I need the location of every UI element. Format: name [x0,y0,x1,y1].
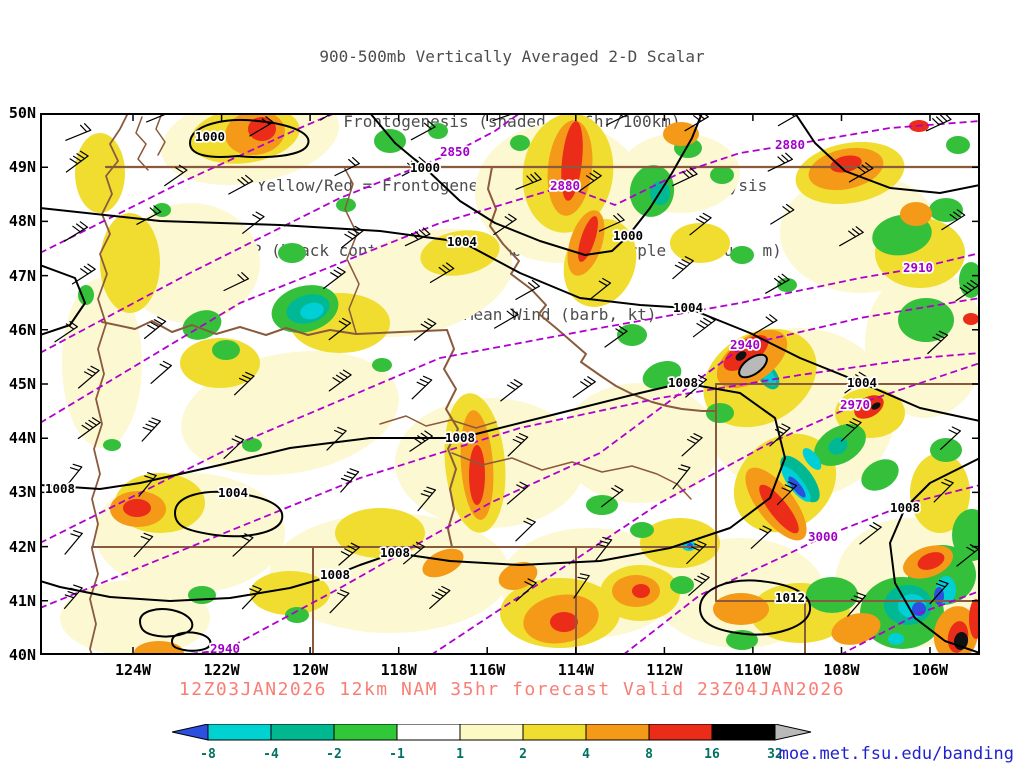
contour-label-layer: 1000 1000 1004 1000 1004 1008 1004 1008 … [43,127,935,655]
mslp-label: 1008 [668,375,698,390]
colorbar-cell [459,723,524,741]
mslp-label: 1008 [890,500,920,515]
lat-label: 50N [8,104,36,122]
lon-label: 116W [469,661,506,679]
colorbar-cell [333,723,398,741]
colorbar-cell [711,723,776,741]
lon-label: 120W [292,661,329,679]
mslp-label: 1008 [320,567,350,582]
colorbar-cell [585,723,650,741]
height-label: 3000 [808,529,838,544]
height-label: 2940 [730,337,760,352]
frontogenesis-shading [60,113,980,655]
height-label: 2850 [440,144,470,159]
lat-label: 40N [8,646,36,664]
lon-label: 112W [646,661,683,679]
colorbar-cell [522,723,587,741]
mslp-contours [40,113,980,654]
colorbar-cell [648,723,713,741]
puget-sound [135,113,166,171]
mslp-label: 1008 [45,481,75,496]
colorbar-label: -2 [326,747,342,762]
mslp-label: 1008 [445,430,475,445]
mslp-label: 1008 [380,545,410,560]
lat-label: 46N [8,320,36,339]
mslp-label: 1004 [218,485,248,500]
lon-label: 114W [557,661,594,679]
colorbar-label: -8 [200,747,216,762]
lat-label: 41N [8,591,36,610]
lon-label: 124W [114,661,152,679]
mslp-label: 1004 [673,300,703,315]
colorbar-cell [396,723,461,741]
lat-label: 49N [8,158,36,177]
colorbar-label: 16 [704,747,720,762]
map-border [40,113,980,655]
mslp-label: 1004 [447,234,477,249]
lon-label: 110W [734,661,771,679]
wind-barbs [54,113,979,617]
mslp-label: 1000 [195,129,225,144]
lon-label: 122W [203,661,240,679]
colorbar-label: -4 [263,747,279,762]
colorbar-label: -1 [389,747,405,762]
mslp-label: 1000 [613,228,643,243]
height-label: 2880 [550,178,580,193]
lat-label: 43N [8,483,36,502]
colorbar-label: 32 [767,747,783,762]
state-borders [89,113,980,655]
id-mt-border [487,166,717,412]
axis-ticks [40,113,980,655]
mslp-label: 1004 [847,375,877,390]
mslp-label: 1000 [410,160,440,175]
salmon-river [379,415,497,429]
lat-label: 44N [8,429,36,448]
lon-label: 118W [380,661,417,679]
colorbar-label: 2 [519,747,527,762]
lat-label: 42N [8,537,36,556]
colorbar: -8 -4 -2 -1 1 2 4 8 16 32 [171,723,812,768]
pacific-coastline [89,113,129,655]
colorbar-cell [270,723,335,741]
height-label: 2940 [210,641,240,655]
lat-label: 48N [8,212,36,231]
columbia-river [343,166,360,334]
colorbar-label: 8 [645,747,653,762]
credit-link[interactable]: moe.met.fsu.edu/banding [778,744,1014,764]
colorbar-label: 4 [582,747,590,762]
lat-label: 47N [8,266,36,285]
height-label: 2880 [775,137,805,152]
map-area: 1000 1000 1004 1000 1004 1008 1004 1008 … [40,113,980,655]
height-label: 2970 [840,397,870,412]
lat-label: 45N [8,375,36,393]
height-contours [40,113,980,655]
height-label: 2910 [903,260,933,275]
lon-label: 108W [823,661,860,679]
forecast-caption: 12Z03JAN2026 12km NAM 35hr forecast Vali… [178,679,846,700]
colorbar-left-arrow [171,723,209,741]
title-line-1: 900-500mb Vertically Averaged 2-D Scalar [319,47,705,66]
colorbar-label: 1 [456,747,464,762]
mslp-label: 1012 [775,590,805,605]
map-svg: 1000 1000 1004 1000 1004 1008 1004 1008 … [40,113,980,655]
gray-extreme-frontogenesis-blob [738,353,768,379]
colorbar-cell [207,723,272,741]
snake-river [451,452,692,500]
wa-or-border [101,320,448,336]
lon-label: 106W [911,661,949,679]
colorbar-right-arrow [774,723,812,741]
